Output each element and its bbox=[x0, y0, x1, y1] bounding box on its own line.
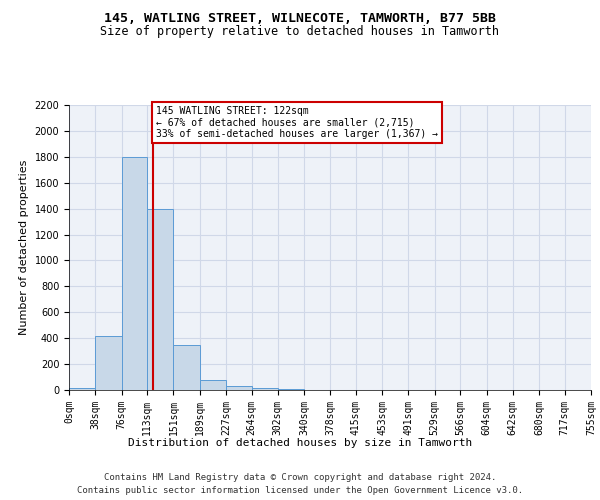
Bar bbox=[95, 336, 122, 390]
Text: 145 WATLING STREET: 122sqm
← 67% of detached houses are smaller (2,715)
33% of s: 145 WATLING STREET: 122sqm ← 67% of deta… bbox=[156, 106, 438, 140]
Bar bbox=[173, 344, 200, 390]
Text: Distribution of detached houses by size in Tamworth: Distribution of detached houses by size … bbox=[128, 438, 472, 448]
Y-axis label: Number of detached properties: Number of detached properties bbox=[19, 160, 29, 335]
Text: 145, WATLING STREET, WILNECOTE, TAMWORTH, B77 5BB: 145, WATLING STREET, WILNECOTE, TAMWORTH… bbox=[104, 12, 496, 26]
Text: Contains public sector information licensed under the Open Government Licence v3: Contains public sector information licen… bbox=[77, 486, 523, 495]
Bar bbox=[69, 388, 95, 390]
Bar bbox=[122, 157, 147, 390]
Text: Size of property relative to detached houses in Tamworth: Size of property relative to detached ho… bbox=[101, 25, 499, 38]
Bar bbox=[147, 208, 173, 390]
Bar bbox=[278, 389, 304, 390]
Bar bbox=[200, 380, 226, 390]
Bar bbox=[251, 388, 278, 390]
Text: Contains HM Land Registry data © Crown copyright and database right 2024.: Contains HM Land Registry data © Crown c… bbox=[104, 472, 496, 482]
Bar bbox=[226, 386, 251, 390]
